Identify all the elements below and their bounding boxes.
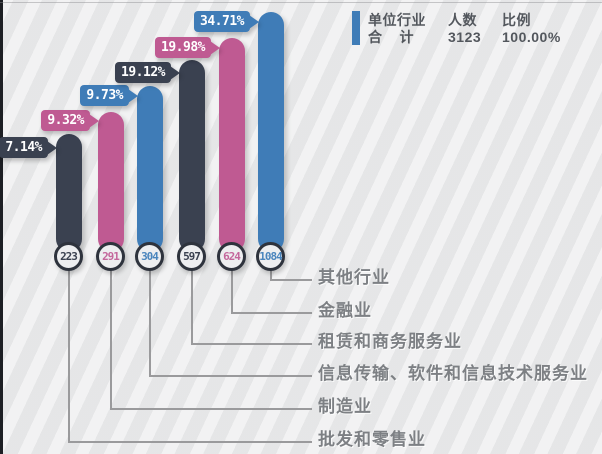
category-label-information-technology: 信息传输、软件和信息技术服务业 [318,364,588,383]
legend: 单位行业 人数 比例 合计 3123 100.00% [352,11,574,45]
legend-total-label: 合计 [368,29,414,45]
legend-header-ratio: 比例 [502,12,531,28]
connector-line [270,279,312,281]
legend-total-row: 合计 3123 100.00% [368,29,574,45]
percent-value: 7.14% [5,140,42,155]
percent-value: 34.71% [200,14,244,29]
bar-other-industries [258,12,284,252]
percent-value: 19.12% [121,65,165,80]
legend-header-industry: 单位行业 [368,12,426,28]
badge-pointer-icon [89,113,99,128]
bar-information-technology [137,86,163,252]
legend-table: 单位行业 人数 比例 合计 3123 100.00% [368,11,574,45]
count-value: 304 [141,250,159,263]
connector-line [68,270,70,443]
count-value: 597 [183,250,201,263]
category-label-other-industries: 其他行业 [318,268,390,287]
bar-wholesale-retail [56,134,82,252]
count-value: 223 [60,250,78,263]
count-circle: 223 [54,242,83,271]
connector-line [270,270,272,281]
percent-badge: 34.71% [194,11,259,32]
legend-total-ratio: 100.00% [502,29,561,45]
badge-pointer-icon [210,40,220,55]
connector-line [191,270,193,345]
count-value: 1084 [259,250,282,263]
connector-line [191,343,312,345]
count-circle: 1084 [256,242,285,271]
connector-line [68,441,312,443]
count-circle: 624 [217,242,246,271]
legend-header-row: 单位行业 人数 比例 [368,12,574,28]
count-circle: 304 [135,242,164,271]
count-circle: 597 [177,242,206,271]
percent-badge: 7.14% [0,137,57,158]
percent-badge: 19.12% [115,62,180,83]
badge-pointer-icon [128,88,138,103]
bar-manufacturing [98,112,124,252]
percent-badge: 9.73% [80,85,138,106]
photo-top-edge [0,2,602,3]
percent-value: 9.32% [47,113,84,128]
count-circle: 291 [96,242,125,271]
percent-value: 19.98% [161,40,205,55]
connector-line [231,270,233,314]
badge-pointer-icon [170,65,180,80]
bar-finance [219,38,245,252]
category-label-finance: 金融业 [318,301,372,320]
connector-line [149,270,151,377]
percent-badge: 9.32% [41,110,99,131]
badge-pointer-icon [47,140,57,155]
legend-total-count: 3123 [448,29,482,45]
photo-left-edge [0,0,3,454]
category-label-leasing-business-services: 租赁和商务服务业 [318,332,462,351]
connector-line [110,270,112,410]
connector-line [110,408,312,410]
count-value: 291 [102,250,120,263]
category-label-manufacturing: 制造业 [318,397,372,416]
connector-line [149,375,312,377]
bar-leasing-business-services [179,60,205,252]
count-value: 624 [223,250,241,263]
badge-pointer-icon [249,14,259,29]
legend-color-swatch [352,11,360,45]
percent-value: 9.73% [86,88,123,103]
percent-badge: 19.98% [155,37,220,58]
legend-header-count: 人数 [448,12,477,28]
category-label-wholesale-retail: 批发和零售业 [318,430,426,449]
connector-line [231,312,312,314]
